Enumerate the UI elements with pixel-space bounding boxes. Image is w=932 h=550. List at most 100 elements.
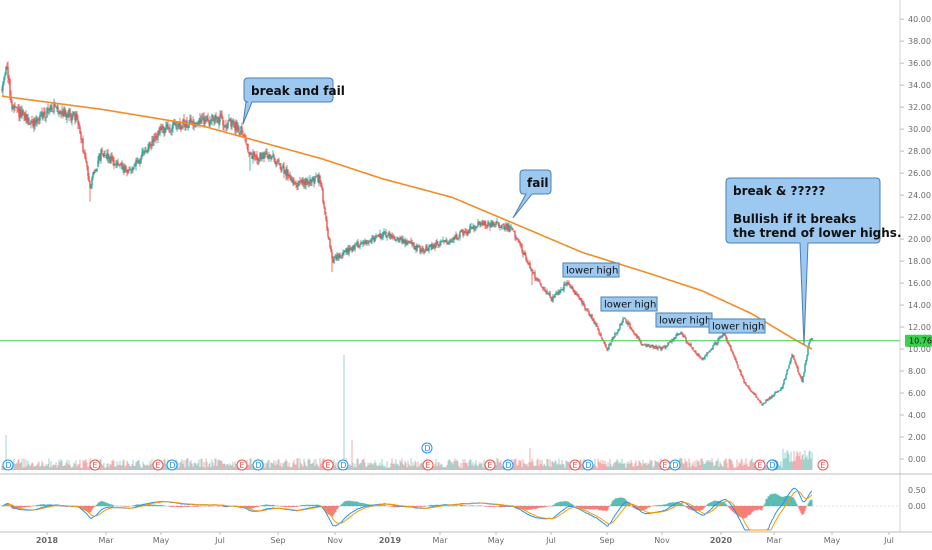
volume-bar bbox=[381, 458, 383, 470]
candle-body bbox=[134, 165, 136, 167]
oscillator-histogram-bar bbox=[462, 505, 464, 507]
candle-body bbox=[619, 323, 621, 329]
oscillator-histogram-bar bbox=[158, 504, 160, 507]
volume-bar bbox=[746, 463, 748, 470]
volume-bar bbox=[229, 463, 231, 470]
candle-body bbox=[622, 318, 624, 323]
oscillator-histogram-bar bbox=[195, 505, 197, 507]
candle-body bbox=[655, 346, 657, 348]
volume-bar bbox=[368, 464, 370, 470]
volume-bar bbox=[359, 463, 361, 470]
candle-body bbox=[211, 114, 213, 121]
oscillator-histogram-bar bbox=[554, 503, 556, 507]
oscillator-histogram-bar bbox=[518, 505, 520, 509]
oscillator-histogram-bar bbox=[293, 505, 295, 508]
volume-bar bbox=[39, 466, 41, 470]
candle-body bbox=[13, 106, 15, 109]
candle-body bbox=[228, 119, 230, 121]
oscillator-histogram-bar bbox=[176, 505, 178, 508]
oscillator-histogram-bar bbox=[782, 496, 784, 507]
volume-bar bbox=[749, 461, 751, 470]
oscillator-histogram-bar bbox=[172, 505, 174, 507]
volume-bar bbox=[37, 463, 39, 470]
candle-body bbox=[328, 236, 330, 240]
time-tick-label: 2020 bbox=[710, 536, 733, 545]
candle-body bbox=[40, 113, 42, 115]
volume-bar bbox=[653, 465, 655, 470]
price-tick-label: 38.00 bbox=[908, 37, 931, 46]
candle-body bbox=[699, 356, 701, 358]
volume-bar bbox=[145, 465, 147, 470]
oscillator-histogram-bar bbox=[486, 505, 488, 507]
oscillator-histogram-bar bbox=[693, 505, 695, 511]
candle-body bbox=[578, 296, 580, 298]
oscillator-histogram-bar bbox=[260, 505, 262, 507]
oscillator-histogram-bar bbox=[448, 505, 450, 507]
oscillator-histogram-bar bbox=[102, 501, 104, 507]
candle-body bbox=[616, 332, 618, 335]
volume-bar bbox=[44, 466, 46, 470]
candle-body bbox=[569, 284, 571, 288]
volume-bar bbox=[455, 461, 457, 470]
volume-bar bbox=[624, 463, 626, 470]
candle-body bbox=[593, 320, 595, 324]
candle-body bbox=[748, 386, 750, 389]
volume-bar bbox=[475, 460, 477, 470]
volume-bar bbox=[46, 465, 48, 470]
volume-bar bbox=[631, 462, 633, 470]
volume-bar bbox=[233, 467, 235, 470]
candle-body bbox=[446, 240, 448, 244]
oscillator-histogram-bar bbox=[545, 505, 547, 507]
oscillator-histogram-bar bbox=[583, 505, 585, 509]
candle-body bbox=[146, 150, 148, 153]
candle-body bbox=[531, 268, 533, 271]
volume-bar bbox=[399, 460, 401, 470]
oscillator-histogram-bar bbox=[712, 501, 714, 507]
candle-body bbox=[308, 181, 310, 184]
oscillator-histogram-bar bbox=[805, 505, 807, 509]
oscillator-histogram-bar bbox=[272, 504, 274, 507]
oscillator-histogram-bar bbox=[414, 505, 416, 508]
candle-body bbox=[235, 121, 237, 131]
candle-body bbox=[464, 231, 466, 233]
oscillator-histogram-bar bbox=[781, 496, 783, 507]
oscillator-histogram-bar bbox=[334, 505, 336, 513]
oscillator-histogram-bar bbox=[587, 505, 589, 509]
candle-body bbox=[575, 293, 577, 295]
volume-bar bbox=[57, 464, 59, 470]
oscillator-histogram-bar bbox=[670, 502, 672, 507]
candle-body bbox=[309, 178, 311, 185]
volume-bar bbox=[109, 463, 111, 470]
volume-bar bbox=[471, 464, 473, 470]
candle-body bbox=[138, 159, 140, 164]
oscillator-histogram-bar bbox=[244, 505, 246, 508]
candle-body bbox=[643, 344, 645, 346]
volume-bar bbox=[811, 452, 813, 470]
candle-body bbox=[66, 114, 68, 118]
oscillator-histogram-bar bbox=[548, 505, 550, 507]
oscillator-histogram-bar bbox=[464, 505, 466, 507]
candle-body bbox=[317, 174, 319, 182]
volume-bar bbox=[530, 462, 532, 470]
volume-bar bbox=[357, 458, 359, 470]
candle-body bbox=[221, 114, 223, 119]
candle-body bbox=[570, 286, 572, 288]
volume-bar bbox=[527, 466, 529, 470]
oscillator-histogram-bar bbox=[151, 504, 153, 507]
volume-bar bbox=[610, 464, 612, 470]
oscillator-histogram-bar bbox=[706, 504, 708, 507]
candle-body bbox=[657, 347, 659, 350]
volume-bar bbox=[382, 464, 384, 470]
volume-bar bbox=[651, 460, 653, 470]
oscillator-histogram-bar bbox=[542, 505, 544, 508]
oscillator-histogram-bar bbox=[47, 504, 49, 507]
oscillator-histogram-bar bbox=[343, 501, 345, 507]
candle-body bbox=[375, 236, 377, 238]
candle-body bbox=[280, 166, 282, 170]
volume-bar bbox=[303, 458, 305, 470]
oscillator-histogram-bar bbox=[543, 505, 545, 508]
volume-bar bbox=[85, 459, 87, 470]
candle-body bbox=[519, 241, 521, 245]
volume-bar bbox=[623, 462, 625, 470]
candle-body bbox=[489, 223, 491, 228]
